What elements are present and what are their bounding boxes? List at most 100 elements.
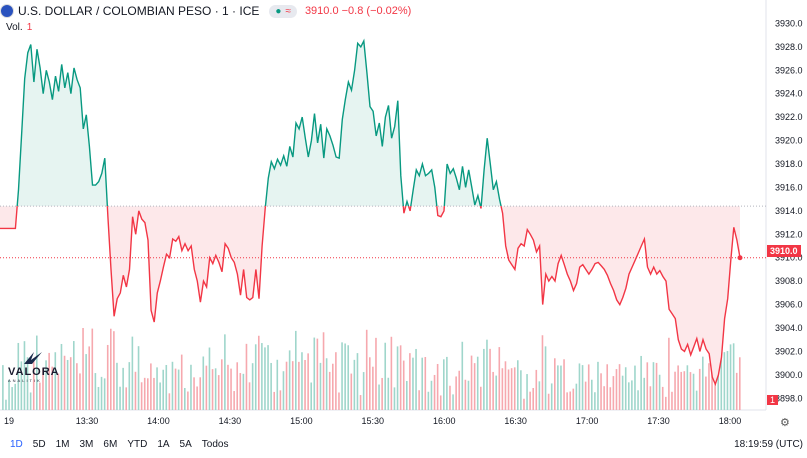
chart-header: U.S. DOLLAR / COLOMBIAN PESO · 1 · ICE ●… <box>0 0 411 22</box>
volume-bar <box>486 339 488 410</box>
volume-bar <box>199 377 202 410</box>
volume-bar <box>427 391 430 410</box>
x-tick-label: 16:00 <box>433 416 456 426</box>
range-button-1m[interactable]: 1M <box>55 439 70 450</box>
volume-bar <box>353 359 356 410</box>
volume-bar <box>248 382 251 410</box>
volume-bar <box>282 371 285 410</box>
volume-bar <box>603 386 605 410</box>
volume-bar <box>338 392 340 410</box>
y-tick-label: 3912.0 <box>775 229 803 239</box>
volume-bar <box>42 368 44 410</box>
volume-bar <box>171 361 174 410</box>
volume-bar <box>11 387 13 410</box>
volume-bar <box>113 331 115 410</box>
range-button-5a[interactable]: 5A <box>179 439 192 450</box>
y-tick-label: 3908.0 <box>775 276 803 286</box>
volume-bar <box>461 341 464 410</box>
volume-bar <box>640 355 642 410</box>
y-tick-label: 3902.0 <box>775 346 803 356</box>
volume-bar <box>131 336 134 410</box>
range-button-1a[interactable]: 1A <box>157 439 170 450</box>
settings-gear-icon[interactable]: ⚙ <box>780 417 790 429</box>
volume-bar <box>217 375 220 410</box>
clock[interactable]: 18:19:59 (UTC) <box>734 439 803 450</box>
range-button-ytd[interactable]: YTD <box>127 439 148 450</box>
volume-bar <box>658 374 661 410</box>
usd-flag-icon <box>0 4 14 18</box>
volume-bar <box>705 376 707 410</box>
volume-bar <box>208 347 211 410</box>
volume-bar <box>335 352 337 410</box>
volume-bar <box>541 335 544 410</box>
volume-bar <box>720 357 723 410</box>
time-axis: 19 13:30 14:00 14:30 15:00 15:30 16:00 16:30 17:… <box>0 409 766 426</box>
volume-bar <box>350 373 353 410</box>
volume-bar <box>313 337 316 410</box>
volume-bar <box>45 360 47 410</box>
volume-bar <box>547 393 550 410</box>
volume-bar <box>418 390 420 410</box>
volume-bar <box>532 388 535 410</box>
volume-bar <box>686 365 689 410</box>
volume-bar <box>304 359 306 410</box>
volume-bar <box>168 393 171 410</box>
volume-bar <box>316 338 319 410</box>
volume-bar <box>421 357 424 410</box>
range-button-3m[interactable]: 3M <box>79 439 94 450</box>
volume-bar <box>402 360 405 410</box>
y-tick-label: 3926.0 <box>775 65 803 75</box>
volume-bar <box>510 368 513 410</box>
volume-bar <box>88 346 91 410</box>
volume-bar <box>689 372 692 410</box>
volume-bar <box>517 360 519 410</box>
volume-bar <box>618 364 621 410</box>
volume-bar <box>529 391 531 410</box>
volume-bar <box>665 396 667 410</box>
volume-bar <box>557 365 559 410</box>
market-status-pill[interactable]: ● ≈ <box>269 4 297 18</box>
volume-bar <box>433 374 436 410</box>
volume-bar <box>476 356 479 410</box>
volume-bar <box>128 362 131 410</box>
volume-bar <box>2 365 4 410</box>
volume-bar <box>634 365 636 410</box>
volume-bar <box>624 367 627 410</box>
volume-bar <box>230 368 232 410</box>
price-area <box>0 38 766 387</box>
volume-bar <box>473 363 476 410</box>
volume-bar <box>504 361 507 410</box>
volume-bar <box>202 356 205 410</box>
volume-bar <box>291 361 294 410</box>
volume-bar <box>91 328 94 410</box>
volume-bar <box>140 382 143 410</box>
volume-bar <box>227 364 229 410</box>
volume-bar <box>449 385 451 410</box>
volume-bar <box>239 373 242 410</box>
range-button-6m[interactable]: 6M <box>103 439 118 450</box>
volume-bar <box>273 391 276 410</box>
volume-bar <box>310 382 313 410</box>
range-button-todos[interactable]: Todos <box>201 439 229 450</box>
volume-bar <box>732 343 735 410</box>
volume-bar <box>683 371 686 410</box>
volume-bar <box>85 354 87 410</box>
range-button-5d[interactable]: 5D <box>32 439 46 450</box>
symbol-title[interactable]: U.S. DOLLAR / COLOMBIAN PESO · 1 · ICE <box>18 4 260 18</box>
range-button-1d[interactable]: 1D <box>10 439 23 450</box>
volume-bar <box>597 361 599 410</box>
volume-bar <box>489 348 491 410</box>
volume-bar <box>480 386 482 410</box>
price-change: 3910.0 −0.8 (−0.02%) <box>304 5 412 17</box>
volume-bar <box>63 355 66 410</box>
volume-bar <box>254 344 257 410</box>
volume-bar <box>535 369 538 410</box>
volume-bar <box>193 377 195 410</box>
volume-bar <box>251 363 254 410</box>
market-open-dot-icon: ● <box>275 5 282 17</box>
volume-bar <box>717 368 720 410</box>
volume-bar <box>381 377 383 410</box>
volume-bar <box>695 390 698 410</box>
volume-bar <box>106 344 109 410</box>
